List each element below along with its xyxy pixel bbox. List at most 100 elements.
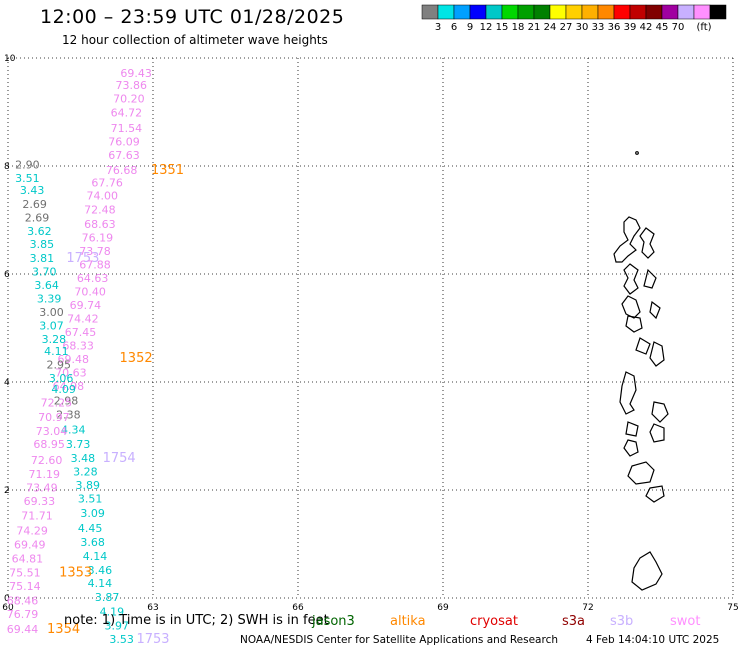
legend-label: 15 [496, 22, 509, 33]
page-subtitle: 12 hour collection of altimeter wave hei… [62, 33, 328, 47]
lat-tick-label: 4 [4, 378, 10, 388]
wave-height-label: 67.88 [79, 259, 111, 272]
wave-height-label: 72.60 [31, 454, 63, 467]
wave-height-label: 68.46 [7, 594, 39, 607]
wave-height-label: 2.69 [25, 212, 50, 225]
wave-height-label: 3.39 [37, 293, 62, 306]
island-outline [613, 216, 641, 263]
lon-tick-label: 66 [292, 603, 304, 613]
wave-height-label: 69.43 [120, 67, 152, 80]
wave-height-label: 67.45 [65, 326, 97, 339]
wave-height-label: 67.63 [108, 149, 140, 162]
pass-time-label: 1351 [151, 163, 184, 178]
lat-tick-label: 2 [4, 486, 10, 496]
wave-height-label: 3.46 [88, 564, 113, 577]
lon-tick-label: 63 [147, 603, 158, 613]
lat-tick-label: 10 [4, 54, 16, 64]
wave-height-label: 2.95 [47, 359, 72, 372]
lat-tick-label: 6 [4, 270, 10, 280]
wave-height-label: 3.51 [15, 172, 40, 185]
maldives-coastline [613, 151, 669, 591]
wave-height-label: 69.74 [70, 299, 102, 312]
wave-height-label: 3.64 [34, 279, 59, 292]
lon-tick-label: 75 [727, 603, 738, 613]
wave-height-label: 4.19 [100, 605, 125, 618]
legend-swatch [709, 4, 727, 20]
pass-time-label: 1354 [47, 622, 80, 637]
legend-label: 30 [576, 22, 589, 33]
wave-height-label: 3.53 [109, 633, 134, 646]
legend-swatch [453, 4, 471, 20]
legend-label: 70 [672, 22, 685, 33]
lon-tick-label: 72 [582, 603, 593, 613]
legend-swatch [549, 4, 567, 20]
wave-height-label: 3.68 [80, 536, 105, 549]
island-outline [627, 461, 655, 485]
wave-height-label: 4.34 [61, 423, 86, 436]
wave-height-label: 74.42 [67, 313, 99, 326]
sat-label-s3a: s3a [562, 614, 586, 629]
legend-swatch [693, 4, 711, 20]
wave-height-label: 4.09 [51, 383, 76, 396]
island-outline [645, 485, 665, 503]
sat-label-altika: altika [390, 614, 426, 629]
wave-height-label: 73.04 [36, 425, 68, 438]
legend-swatch [629, 4, 647, 20]
wave-height-label: 71.19 [29, 468, 61, 481]
lon-tick-label: 69 [437, 603, 449, 613]
wave-height-label: 3.85 [30, 238, 55, 251]
legend-label: 9 [467, 22, 473, 33]
wave-height-label: 3.70 [32, 266, 57, 279]
legend-swatch [645, 4, 663, 20]
island-outline [643, 268, 657, 289]
wave-height-label: 70.97 [38, 411, 70, 424]
wave-height-label: 68.95 [33, 438, 65, 451]
legend-swatch [533, 4, 551, 20]
wave-height-label: 64.72 [111, 106, 143, 119]
island-outline [621, 295, 641, 319]
wave-height-label: 76.79 [7, 608, 39, 621]
legend-label: 42 [640, 22, 653, 33]
wave-height-label: 2.90 [15, 159, 40, 172]
legend-swatch [677, 4, 695, 20]
island-outline [649, 423, 665, 443]
wave-height-label: 3.00 [39, 306, 64, 319]
island-outline [649, 341, 665, 367]
wave-height-label: 74.00 [87, 189, 119, 202]
pass-time-label: 1754 [103, 451, 136, 466]
legend-label: 27 [560, 22, 573, 33]
legend-swatch [517, 4, 535, 20]
wave-height-label: 70.63 [55, 367, 87, 380]
legend-label: 45 [656, 22, 669, 33]
sat-label-s3b: s3b [610, 614, 634, 629]
sat-label-jason3: jason3 [312, 614, 355, 629]
pass-time-label: 1352 [120, 351, 153, 366]
wave-height-label: 72.48 [84, 204, 116, 217]
legend-swatch [421, 4, 439, 20]
island-outline [631, 551, 663, 591]
wave-height-label: 75.51 [9, 566, 41, 579]
pass-time-label: 1353 [59, 565, 92, 580]
legend-swatch [581, 4, 599, 20]
legend-swatch [501, 4, 519, 20]
island-outline [651, 401, 669, 423]
legend-swatch [485, 4, 503, 20]
legend-label: 24 [544, 22, 557, 33]
wave-height-label: 67.76 [91, 177, 123, 190]
wave-height-label: 73.78 [79, 245, 111, 258]
legend-label: 33 [592, 22, 605, 33]
island-outline [623, 263, 639, 295]
wave-height-label: 3.28 [73, 465, 98, 478]
lon-tick-label: 60 [2, 603, 14, 613]
legend-label: 18 [512, 22, 525, 33]
wave-height-label: 69.33 [24, 495, 56, 508]
wave-height-label: 3.43 [20, 184, 45, 197]
wave-height-label: 2.38 [56, 409, 81, 422]
island-outline [639, 227, 655, 259]
wave-height-label: 4.14 [88, 577, 113, 590]
legend-label: 39 [624, 22, 637, 33]
legend-swatch [597, 4, 615, 20]
color-scale-legend: 3 6 9 12 15 18 21 24 27 30 33 36 39 42 45 70 (ft) [421, 4, 727, 33]
